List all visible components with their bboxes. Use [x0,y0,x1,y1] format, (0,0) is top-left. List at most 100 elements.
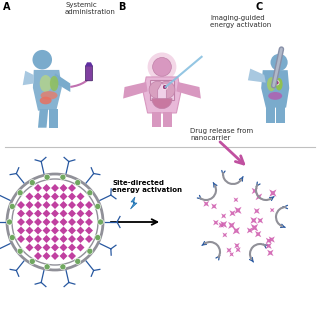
Polygon shape [68,235,76,243]
Polygon shape [254,208,260,214]
Polygon shape [76,201,84,209]
Circle shape [162,84,167,90]
Polygon shape [266,106,275,123]
FancyBboxPatch shape [85,66,92,81]
Polygon shape [43,244,51,252]
Circle shape [7,174,103,270]
Polygon shape [85,227,93,235]
Ellipse shape [267,77,276,91]
Ellipse shape [50,76,59,91]
Polygon shape [51,218,59,226]
Polygon shape [43,218,51,226]
Polygon shape [131,197,137,209]
Polygon shape [251,224,258,231]
Polygon shape [203,201,209,207]
Polygon shape [53,73,70,92]
Polygon shape [236,247,241,252]
Circle shape [32,50,52,69]
Circle shape [44,264,50,270]
Polygon shape [17,218,25,226]
Polygon shape [43,235,51,243]
Polygon shape [270,208,274,212]
Polygon shape [51,244,59,252]
Polygon shape [17,227,25,235]
Polygon shape [234,243,240,248]
Circle shape [87,190,93,196]
Polygon shape [26,227,34,235]
Polygon shape [123,82,148,99]
Polygon shape [49,109,59,128]
Polygon shape [60,252,68,260]
Polygon shape [68,193,76,201]
Circle shape [17,248,23,254]
Polygon shape [227,248,232,253]
Polygon shape [221,213,226,219]
Circle shape [98,219,103,225]
Polygon shape [60,218,68,226]
Ellipse shape [276,78,283,91]
Polygon shape [85,218,93,226]
Polygon shape [34,244,42,252]
Ellipse shape [268,92,282,100]
Polygon shape [43,227,51,235]
Polygon shape [213,220,219,225]
Circle shape [9,235,15,241]
Polygon shape [220,221,227,228]
Polygon shape [23,71,34,85]
Polygon shape [276,106,284,123]
Text: C: C [255,2,262,12]
Polygon shape [233,227,240,234]
Circle shape [9,204,15,209]
Polygon shape [34,201,42,209]
Polygon shape [76,218,84,226]
Polygon shape [51,184,59,192]
Polygon shape [255,231,261,237]
Polygon shape [26,201,34,209]
Polygon shape [164,112,172,127]
Polygon shape [247,228,253,233]
Polygon shape [266,238,272,244]
Polygon shape [269,189,276,197]
Polygon shape [51,193,59,201]
Text: Systemic
administration: Systemic administration [65,2,116,15]
Polygon shape [229,252,234,257]
Circle shape [60,264,66,270]
Polygon shape [34,227,42,235]
Polygon shape [250,217,257,224]
Circle shape [275,80,279,85]
Polygon shape [256,194,262,200]
Polygon shape [68,201,76,209]
Wedge shape [162,81,175,99]
Circle shape [17,190,23,196]
Polygon shape [68,252,76,260]
Circle shape [95,235,101,241]
Polygon shape [51,201,59,209]
Polygon shape [234,197,238,202]
Polygon shape [26,235,34,243]
Polygon shape [51,252,59,260]
Polygon shape [68,227,76,235]
Polygon shape [26,244,34,252]
Polygon shape [33,70,62,111]
Polygon shape [26,193,34,201]
Circle shape [87,248,93,254]
Circle shape [148,52,176,81]
Polygon shape [43,252,51,260]
Polygon shape [176,82,201,99]
Ellipse shape [41,91,58,100]
Text: A: A [3,2,11,12]
Circle shape [60,174,66,180]
Wedge shape [152,99,172,109]
Polygon shape [51,235,59,243]
Polygon shape [76,244,84,252]
Polygon shape [26,218,34,226]
Polygon shape [76,235,84,243]
Polygon shape [219,222,224,228]
Circle shape [75,259,81,264]
Polygon shape [76,227,84,235]
Polygon shape [269,236,275,243]
Polygon shape [60,210,68,218]
Circle shape [270,54,288,71]
Polygon shape [211,204,217,209]
Polygon shape [235,207,242,214]
